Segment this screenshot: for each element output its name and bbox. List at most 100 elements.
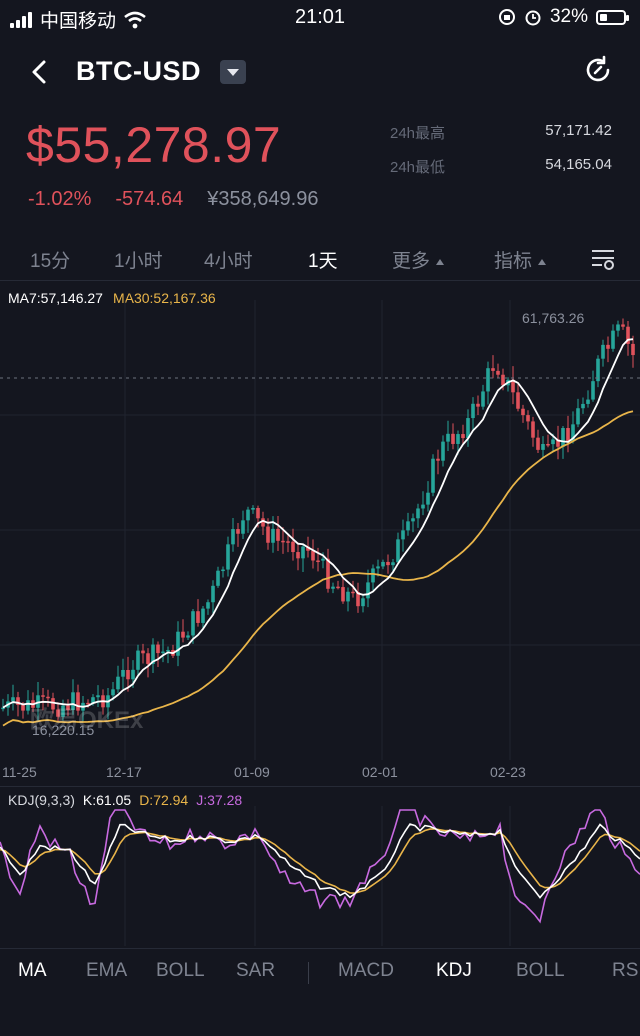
battery-icon: [596, 9, 629, 25]
indicator-sar[interactable]: SAR: [236, 960, 276, 981]
orientation-lock-icon: [498, 9, 515, 25]
candle-body: [626, 326, 630, 344]
candle-body: [476, 403, 480, 407]
candle-body: [41, 695, 45, 697]
candle-body: [186, 635, 190, 638]
candle-body: [286, 541, 290, 543]
tab-more[interactable]: 更多: [392, 246, 445, 273]
candle-body: [596, 358, 600, 382]
refresh-icon[interactable]: [582, 54, 614, 86]
candle-body: [546, 444, 550, 446]
candle-body: [471, 403, 475, 419]
alarm-icon: [525, 10, 541, 26]
chart-divider: [0, 786, 640, 787]
high-24h-label: 24h最高: [390, 125, 446, 142]
candle-body: [351, 591, 355, 594]
candle-body: [36, 695, 40, 708]
candle-body: [411, 518, 415, 522]
candle-body: [446, 433, 450, 442]
candle-body: [556, 439, 560, 447]
candle-body: [266, 526, 270, 543]
candle-body: [426, 492, 430, 505]
pair-title[interactable]: BTC-USD: [76, 56, 201, 86]
indicator-macd[interactable]: MACD: [338, 960, 394, 981]
triangle-icon: [436, 258, 445, 265]
indicator-ema[interactable]: EMA: [86, 960, 128, 981]
indicator-kdj[interactable]: KDJ: [436, 960, 472, 981]
candle-body: [261, 518, 265, 527]
candle-body: [341, 587, 345, 602]
last-price: $55,278.97: [26, 117, 282, 173]
candle-body: [291, 541, 295, 553]
low-24h-label: 24h最低: [390, 159, 446, 176]
candle-body: [176, 631, 180, 656]
candle-body: [26, 700, 30, 711]
indicator-ma[interactable]: MA: [18, 960, 47, 981]
candle-body: [276, 528, 280, 541]
triangle-icon: [538, 258, 547, 265]
candle-body: [131, 669, 135, 680]
candle-body: [271, 528, 275, 543]
candle-body: [406, 521, 410, 531]
candle-body: [541, 444, 545, 450]
tab-1h[interactable]: 1小时: [114, 251, 163, 272]
candle-body: [381, 561, 385, 567]
candle-body: [516, 392, 520, 409]
candle-body: [551, 439, 555, 445]
candle-body: [521, 408, 525, 416]
caret-down-icon[interactable]: [220, 60, 246, 84]
candle-body: [576, 408, 580, 425]
kdj-j-line: [0, 809, 640, 924]
tab-15m[interactable]: 15分: [30, 251, 71, 272]
candle-body: [566, 428, 570, 442]
candle-body: [126, 669, 130, 680]
candle-body: [386, 561, 390, 566]
candle-body: [136, 650, 140, 670]
candle-body: [141, 650, 145, 654]
carrier-name: 中国移动: [40, 11, 117, 32]
candle-body: [146, 653, 150, 664]
candle-body: [526, 415, 530, 422]
candle-body: [116, 676, 120, 690]
candle-body: [611, 330, 615, 349]
candle-body: [166, 650, 170, 652]
ma7-value: MA7:57,146.27: [8, 290, 103, 306]
clock: 21:01: [294, 6, 346, 28]
candle-body: [66, 705, 70, 710]
status-bar: 中国移动 21:01 32%: [0, 0, 640, 36]
candle-body: [256, 507, 260, 519]
candle-body: [481, 391, 485, 407]
tab-1d[interactable]: 1天: [308, 251, 338, 272]
indicator-boll[interactable]: BOLL: [156, 960, 205, 981]
indicator-rsi[interactable]: RS: [612, 960, 639, 981]
kdj-divider: [0, 948, 640, 949]
candle-body: [51, 698, 55, 710]
candle-body: [501, 374, 505, 386]
candle-body: [301, 546, 305, 559]
battery-percent: 32%: [549, 6, 588, 27]
back-icon[interactable]: [22, 54, 58, 90]
high-24h-value: 57,171.42: [545, 122, 612, 139]
candle-body: [491, 368, 495, 371]
tab-4h[interactable]: 4小时: [204, 251, 253, 272]
candle-body: [591, 381, 595, 400]
candle-body: [401, 530, 405, 540]
candlestick-chart[interactable]: [0, 300, 640, 760]
wifi-icon: [124, 11, 146, 28]
candle-body: [1, 707, 5, 710]
candle-body: [221, 569, 225, 572]
tab-indicators[interactable]: 指标: [494, 246, 547, 273]
candle-body: [156, 644, 160, 654]
kdj-d-value: D:72.94: [139, 792, 189, 808]
candle-body: [371, 568, 375, 583]
candle-body: [561, 428, 565, 447]
x-tick: 02-23: [490, 764, 526, 780]
kdj-chart[interactable]: [0, 806, 640, 946]
indicator-boll-sub[interactable]: BOLL: [516, 960, 565, 981]
chart-settings-icon[interactable]: [590, 246, 616, 272]
indicator-tabs: MA EMA BOLL SAR MACD KDJ BOLL RS: [0, 960, 640, 990]
candle-body: [251, 507, 255, 510]
candle-body: [11, 697, 15, 702]
candle-body: [456, 434, 460, 444]
kdj-k-line: [0, 823, 640, 899]
